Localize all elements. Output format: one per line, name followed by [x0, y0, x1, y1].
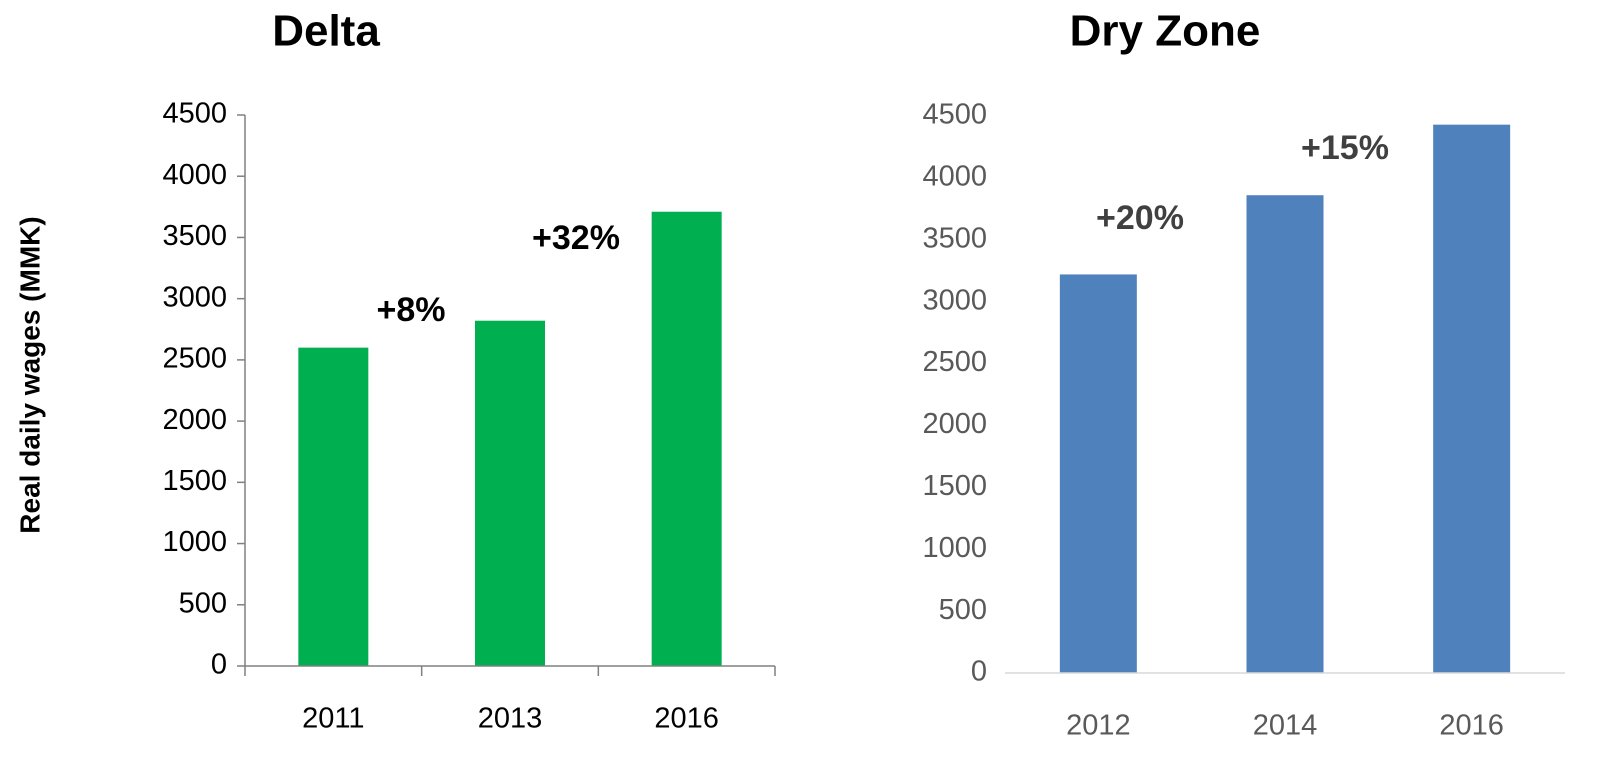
bar [651, 211, 722, 666]
x-tick-label: 2016 [1439, 710, 1504, 742]
y-tick-label: 2000 [922, 408, 987, 440]
x-tick-label: 2011 [302, 703, 364, 735]
bar [475, 320, 545, 666]
y-tick-label: 1500 [162, 465, 227, 497]
y-tick-label: 3000 [162, 281, 227, 313]
y-tick-label: 3500 [922, 222, 987, 254]
x-tick-label: 2014 [1253, 710, 1318, 742]
y-tick-label: 4000 [922, 161, 987, 193]
annotation: +8% [377, 291, 446, 329]
y-tick-label: 1000 [162, 526, 227, 558]
bar [1246, 195, 1324, 673]
y-tick-label: 2000 [162, 404, 227, 436]
annotation: +32% [532, 219, 620, 257]
bar [1059, 274, 1137, 673]
y-tick-label: 500 [179, 587, 227, 619]
chart-title: Delta [272, 7, 380, 56]
x-tick-label: 2012 [1066, 710, 1131, 742]
y-tick-label: 1500 [922, 470, 987, 502]
y-tick-label: 0 [211, 649, 227, 681]
y-tick-label: 2500 [162, 343, 227, 375]
annotation: +15% [1301, 129, 1389, 167]
y-tick-label: 4500 [162, 98, 227, 130]
annotation: +20% [1096, 199, 1184, 237]
chart-title: Dry Zone [1070, 7, 1261, 56]
y-tick-label: 1000 [922, 532, 987, 564]
y-tick-label: 0 [971, 656, 987, 688]
bar [1433, 124, 1511, 674]
y-tick-label: 2500 [922, 346, 987, 378]
y-axis-label: Real daily wages (MMK) [14, 216, 45, 533]
y-tick-label: 3000 [922, 284, 987, 316]
y-tick-label: 3500 [162, 220, 227, 252]
y-tick-label: 500 [939, 594, 987, 626]
x-tick-label: 2016 [654, 703, 719, 735]
y-tick-label: 4500 [922, 99, 987, 131]
x-tick-label: 2013 [478, 703, 543, 735]
y-tick-label: 4000 [162, 159, 227, 191]
bar [298, 347, 369, 666]
